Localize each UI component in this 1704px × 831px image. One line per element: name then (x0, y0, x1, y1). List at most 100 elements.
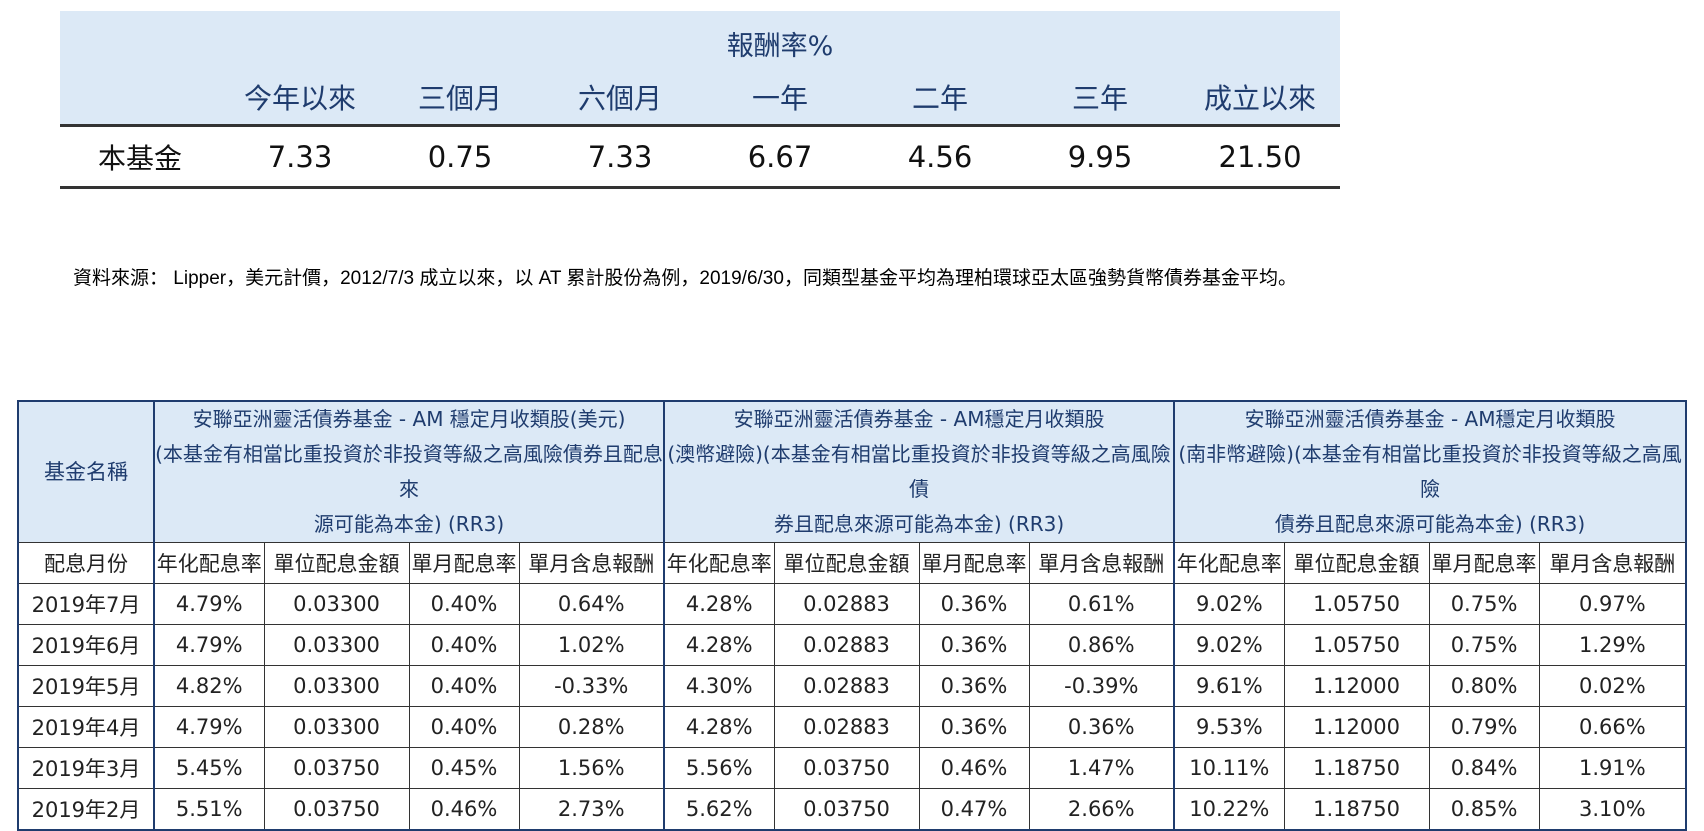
value-cell: -0.33% (518, 665, 665, 707)
value-cell: 0.61% (1028, 583, 1175, 625)
value-cell: 5.45% (153, 747, 265, 789)
fund-group-header: 安聯亞洲靈活債券基金 - AM穩定月收類股 (澳幣避險)(本基金有相當比重投資於… (662, 400, 1175, 543)
returns-value: 9.95 (1020, 125, 1180, 189)
value-cell: 0.79% (1428, 706, 1540, 748)
value-cell: 0.03750 (263, 788, 410, 831)
value-cell: 0.36% (918, 583, 1030, 625)
returns-value: 6.67 (700, 125, 860, 189)
value-cell: 9.53% (1173, 706, 1285, 748)
returns-value: 7.33 (540, 125, 700, 189)
sub-header-row: 配息月份 年化配息率 單位配息金額 單月配息率 單月含息報酬 年化配息率 單位配息金額 單月配… (17, 542, 1687, 584)
value-cell: 1.05750 (1283, 583, 1430, 625)
value-cell: 1.91% (1538, 747, 1687, 789)
value-cell: 0.28% (518, 706, 665, 748)
returns-col-header: 成立以來 (1180, 70, 1341, 127)
sub-header: 單月配息率 (918, 542, 1030, 584)
fund-group-header: 安聯亞洲靈活債券基金 - AM穩定月收類股 (南非幣避險)(本基金有相當比重投資… (1173, 400, 1687, 543)
table-row: 2019年3月 5.45% 0.03750 0.45% 1.56% 5.56% 0.0375… (17, 747, 1687, 789)
dividend-table: 基金名稱 安聯亞洲靈活債券基金 - AM 穩定月收類股(美元) (本基金有相當比… (17, 400, 1688, 831)
sub-header: 年化配息率 (1173, 542, 1285, 584)
value-cell: 0.03750 (263, 747, 410, 789)
value-cell: 1.02% (518, 624, 665, 666)
value-cell: 0.03300 (263, 624, 410, 666)
sub-header: 單月含息報酬 (1538, 542, 1687, 584)
value-cell: 4.79% (153, 583, 265, 625)
value-cell: 4.79% (153, 706, 265, 748)
value-cell: 3.10% (1538, 788, 1687, 831)
table-row: 2019年7月 4.79% 0.03300 0.40% 0.64% 4.28% 0.0288… (17, 583, 1687, 625)
value-cell: 4.28% (663, 624, 775, 666)
sub-header: 單位配息金額 (1283, 542, 1430, 584)
value-cell: 0.66% (1538, 706, 1687, 748)
value-cell: 5.62% (663, 788, 775, 831)
fund-name-header: 基金名稱 (17, 400, 155, 543)
value-cell: 0.03300 (263, 665, 410, 707)
value-cell: 1.56% (518, 747, 665, 789)
month-cell: 2019年7月 (17, 583, 155, 625)
value-cell: 0.40% (408, 706, 520, 748)
returns-col-header: 三個月 (380, 70, 540, 127)
value-cell: 0.36% (1028, 706, 1175, 748)
source-note: 資料來源： Lipper，美元計價，2012/7/3 成立以來，以 AT 累計股… (73, 268, 1297, 289)
month-cell: 2019年3月 (17, 747, 155, 789)
value-cell: 0.40% (408, 583, 520, 625)
returns-value: 0.75 (380, 125, 540, 189)
value-cell: -0.39% (1028, 665, 1175, 707)
value-cell: 1.18750 (1283, 747, 1430, 789)
value-cell: 1.29% (1538, 624, 1687, 666)
returns-title: 報酬率% (220, 11, 1341, 70)
sub-header: 年化配息率 (663, 542, 775, 584)
returns-value: 4.56 (860, 125, 1020, 189)
value-cell: 0.75% (1428, 624, 1540, 666)
value-cell: 0.45% (408, 747, 520, 789)
value-cell: 0.97% (1538, 583, 1687, 625)
value-cell: 0.86% (1028, 624, 1175, 666)
value-cell: 10.22% (1173, 788, 1285, 831)
value-cell: 0.02883 (773, 665, 920, 707)
value-cell: 0.85% (1428, 788, 1540, 831)
fund-group-header: 安聯亞洲靈活債券基金 - AM 穩定月收類股(美元) (本基金有相當比重投資於非… (153, 400, 665, 543)
value-cell: 1.47% (1028, 747, 1175, 789)
month-cell: 2019年5月 (17, 665, 155, 707)
returns-col-header: 二年 (860, 70, 1020, 127)
value-cell: 0.03300 (263, 583, 410, 625)
month-cell: 2019年2月 (17, 788, 155, 831)
value-cell: 2.73% (518, 788, 665, 831)
value-cell: 0.75% (1428, 583, 1540, 625)
sub-header: 單月配息率 (408, 542, 520, 584)
value-cell: 0.46% (408, 788, 520, 831)
value-cell: 0.84% (1428, 747, 1540, 789)
table-row: 2019年5月 4.82% 0.03300 0.40% -0.33% 4.30% 0.028… (17, 665, 1687, 707)
month-header: 配息月份 (17, 542, 155, 584)
returns-value: 7.33 (220, 125, 380, 189)
returns-value: 21.50 (1180, 125, 1341, 189)
value-cell: 0.40% (408, 665, 520, 707)
sub-header: 年化配息率 (153, 542, 265, 584)
sub-header: 單月配息率 (1428, 542, 1540, 584)
value-cell: 5.56% (663, 747, 775, 789)
value-cell: 4.28% (663, 706, 775, 748)
returns-col-header: 今年以來 (220, 70, 380, 127)
value-cell: 0.80% (1428, 665, 1540, 707)
table-row: 2019年6月 4.79% 0.03300 0.40% 1.02% 4.28% 0.0288… (17, 624, 1687, 666)
value-cell: 4.28% (663, 583, 775, 625)
value-cell: 9.02% (1173, 583, 1285, 625)
value-cell: 0.46% (918, 747, 1030, 789)
value-cell: 0.64% (518, 583, 665, 625)
value-cell: 0.02% (1538, 665, 1687, 707)
table-row: 2019年2月 5.51% 0.03750 0.46% 2.73% 5.62% 0.0375… (17, 788, 1687, 831)
value-cell: 4.82% (153, 665, 265, 707)
value-cell: 10.11% (1173, 747, 1285, 789)
value-cell: 0.36% (918, 665, 1030, 707)
value-cell: 0.47% (918, 788, 1030, 831)
month-cell: 2019年4月 (17, 706, 155, 748)
value-cell: 0.40% (408, 624, 520, 666)
sub-header: 單月含息報酬 (1028, 542, 1175, 584)
value-cell: 5.51% (153, 788, 265, 831)
sub-header: 單位配息金額 (773, 542, 920, 584)
value-cell: 0.03750 (773, 747, 920, 789)
value-cell: 4.79% (153, 624, 265, 666)
value-cell: 4.30% (663, 665, 775, 707)
returns-table: 報酬率% 今年以來 三個月 六個月 一年 二年 三年 成立以來 本基金 7.33… (60, 11, 1341, 189)
value-cell: 0.02883 (773, 624, 920, 666)
